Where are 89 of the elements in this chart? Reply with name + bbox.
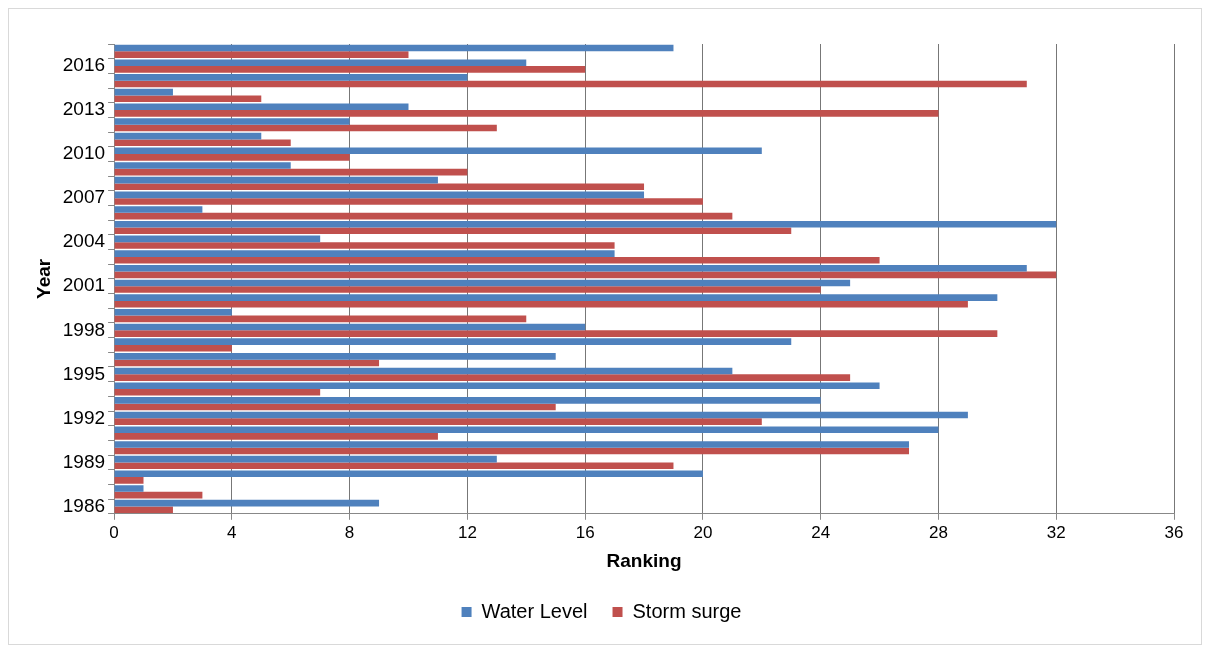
x-tick-label: 12 bbox=[457, 522, 477, 542]
x-tick-label: 4 bbox=[227, 522, 237, 542]
bar bbox=[114, 198, 703, 205]
y-tick-label: 2010 bbox=[62, 142, 106, 164]
bar bbox=[114, 88, 173, 96]
x-tick-label: 32 bbox=[1046, 522, 1066, 542]
bar bbox=[114, 227, 792, 235]
bar bbox=[114, 411, 968, 419]
bar bbox=[114, 397, 821, 404]
bar bbox=[114, 367, 733, 375]
bar bbox=[114, 51, 409, 58]
bar bbox=[114, 359, 380, 367]
legend-label: Storm surge bbox=[632, 599, 742, 622]
bar bbox=[114, 477, 144, 484]
bar bbox=[114, 162, 291, 169]
bar bbox=[114, 506, 173, 514]
bar bbox=[114, 242, 615, 249]
bar bbox=[114, 330, 998, 337]
bar bbox=[114, 118, 350, 125]
bar bbox=[114, 491, 203, 499]
bar bbox=[114, 154, 350, 161]
bar bbox=[114, 309, 232, 316]
bar bbox=[114, 256, 880, 264]
bar bbox=[114, 353, 556, 360]
bar bbox=[114, 191, 645, 199]
bar bbox=[114, 74, 468, 81]
bar bbox=[114, 168, 468, 176]
y-tick-label: 2001 bbox=[62, 274, 106, 296]
bar bbox=[114, 403, 556, 411]
y-tick-label: 2016 bbox=[62, 54, 106, 76]
bar bbox=[114, 59, 527, 67]
bar bbox=[114, 139, 291, 147]
bar bbox=[114, 485, 144, 492]
y-tick-label: 1998 bbox=[62, 318, 106, 340]
bar bbox=[114, 220, 1057, 228]
x-tick-label: 20 bbox=[693, 522, 713, 542]
bar bbox=[114, 80, 1027, 88]
bar bbox=[114, 95, 262, 102]
bar bbox=[114, 147, 762, 155]
bar bbox=[114, 176, 438, 184]
bar bbox=[114, 250, 615, 257]
y-axis-title: Year bbox=[32, 258, 54, 299]
x-axis-title: Ranking bbox=[606, 549, 682, 571]
bar bbox=[114, 264, 1027, 272]
bar bbox=[114, 426, 939, 434]
bar bbox=[114, 300, 968, 308]
bar bbox=[114, 374, 851, 381]
bar bbox=[114, 103, 409, 111]
bar bbox=[114, 279, 851, 287]
y-tick-label: 2007 bbox=[62, 186, 106, 208]
bar bbox=[114, 110, 939, 117]
x-tick-label: 0 bbox=[109, 522, 119, 542]
bar bbox=[114, 235, 321, 243]
x-tick-label: 28 bbox=[929, 522, 948, 542]
bar bbox=[114, 433, 438, 440]
bar bbox=[114, 132, 262, 140]
bar bbox=[114, 418, 762, 425]
bar bbox=[114, 499, 380, 507]
legend-label: Water Level bbox=[481, 599, 588, 622]
x-tick-label: 24 bbox=[811, 522, 831, 542]
y-tick-label: 2013 bbox=[62, 98, 106, 120]
bar bbox=[114, 344, 232, 352]
bar bbox=[114, 271, 1057, 279]
bar bbox=[114, 315, 527, 323]
bar bbox=[114, 66, 586, 73]
x-tick-label: 36 bbox=[1164, 522, 1184, 542]
bar bbox=[114, 441, 910, 448]
y-tick-label: 1992 bbox=[62, 406, 106, 428]
bar bbox=[114, 455, 497, 463]
bar bbox=[114, 124, 497, 132]
bar bbox=[114, 447, 910, 455]
bar bbox=[114, 286, 821, 293]
bar bbox=[114, 389, 321, 396]
bar bbox=[114, 338, 792, 345]
bar bbox=[114, 294, 998, 301]
bar bbox=[114, 382, 880, 390]
bar bbox=[114, 470, 703, 478]
y-tick-label: 1986 bbox=[62, 494, 106, 516]
bar bbox=[114, 212, 733, 220]
bar bbox=[114, 206, 203, 213]
bar bbox=[114, 183, 645, 191]
x-tick-label: 8 bbox=[344, 522, 355, 542]
x-tick-label: 16 bbox=[575, 522, 595, 542]
bar bbox=[114, 44, 674, 52]
bar bbox=[114, 323, 586, 331]
y-tick-label: 1989 bbox=[62, 450, 106, 472]
bar bbox=[114, 462, 674, 470]
y-tick-label: 1995 bbox=[62, 362, 106, 384]
y-tick-label: 2004 bbox=[62, 230, 106, 252]
